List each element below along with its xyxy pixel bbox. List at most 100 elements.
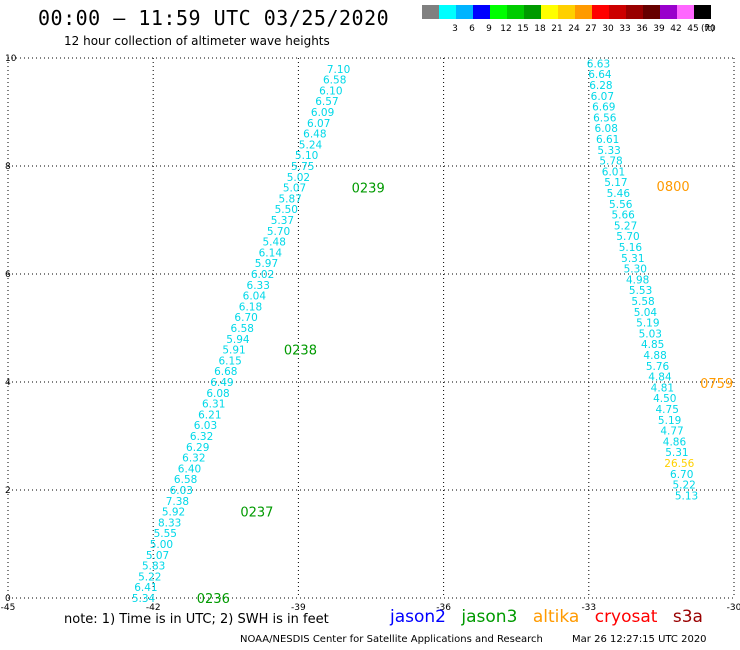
swh-data-point: 6.18	[239, 301, 262, 313]
colorbar-swatch	[473, 5, 490, 19]
swh-data-point: 5.27	[614, 220, 637, 232]
colorbar-label: 12	[500, 24, 511, 34]
legend-cryosat: cryosat	[594, 607, 658, 627]
colorbar-label: 15	[517, 24, 528, 34]
swh-data-point: 6.56	[593, 112, 617, 124]
colorbar-label: 9	[486, 24, 492, 34]
legend-altika: altika	[532, 607, 580, 627]
swh-data-point: 5.50	[275, 204, 298, 216]
swh-data-point: 5.94	[226, 334, 250, 346]
swh-data-point: 5.03	[639, 328, 662, 340]
swh-data-point: 4.81	[651, 382, 674, 394]
footer-credit: NOAA/NESDIS Center for Satellite Applica…	[240, 634, 543, 645]
time-marker-label: 0239	[352, 182, 385, 197]
swh-data-point: 6.15	[218, 355, 241, 367]
swh-data-point: 4.85	[641, 339, 664, 351]
legend-jason2: jason2	[390, 607, 446, 627]
colorbar-swatch	[609, 5, 626, 19]
swh-data-point: 4.88	[643, 350, 666, 362]
swh-data-point: 5.70	[616, 231, 639, 243]
colorbar-swatch	[626, 5, 643, 19]
swh-data-point: 6.28	[589, 80, 612, 92]
time-marker-label: 0238	[284, 344, 317, 359]
swh-data-point: 5.97	[255, 258, 278, 270]
x-tick-label: -45	[1, 603, 16, 613]
swh-data-point: 6.08	[206, 388, 229, 400]
x-tick-label: -30	[727, 603, 740, 613]
swh-data-point: 6.58	[174, 474, 197, 486]
swh-data-point: 5.22	[672, 480, 695, 492]
swh-data-point: 5.70	[267, 226, 290, 238]
grid	[7, 57, 735, 599]
swh-data-point: 5.91	[222, 345, 245, 357]
swh-data-point: 6.32	[182, 453, 205, 465]
colorbar-swatch	[660, 5, 677, 19]
swh-data-point: 5.13	[675, 490, 698, 502]
swh-data-point: 5.48	[263, 237, 286, 249]
colorbar-swatch	[643, 5, 660, 19]
colorbar-label: 42	[670, 24, 681, 34]
legend-jason3: jason3	[461, 607, 518, 627]
swh-data-point: 5.34	[132, 593, 156, 605]
swh-data-point: 4.77	[660, 426, 683, 438]
swh-data-point: 5.92	[162, 507, 185, 519]
colorbar-swatch	[592, 5, 609, 19]
swh-data-point: 5.75	[291, 161, 314, 173]
colorbar-label: 30	[602, 24, 614, 34]
colorbar-label: 70	[704, 24, 716, 34]
swh-data-point: 6.68	[214, 366, 237, 378]
time-marker-label: 0800	[657, 180, 690, 195]
swh-data-point: 5.22	[138, 571, 161, 583]
colorbar-swatch	[541, 5, 558, 19]
swh-data-point: 6.49	[210, 377, 233, 389]
y-tick-label: 2	[5, 486, 11, 496]
swh-data-point: 5.19	[658, 415, 681, 427]
swh-data-point: 6.57	[315, 96, 338, 108]
swh-data-point: 5.33	[597, 145, 620, 157]
y-tick-label: 4	[5, 378, 11, 388]
swh-data-point: 4.86	[663, 436, 687, 448]
time-marker-label: 0759	[700, 377, 733, 392]
swh-data-point: 6.58	[323, 75, 346, 87]
time-marker-label: 0236	[197, 592, 230, 607]
swh-data-point: 4.75	[656, 404, 679, 416]
swh-data-point: 6.21	[198, 409, 221, 421]
swh-data-point: 5.00	[150, 539, 173, 551]
swh-data-point: 4.98	[626, 274, 649, 286]
colorbar-swatch	[456, 5, 473, 19]
colorbar-label: 3	[452, 24, 458, 34]
track-altika: 6.636.646.286.076.696.566.086.615.335.78…	[587, 58, 733, 502]
swh-data-point: 4.84	[648, 372, 672, 384]
swh-data-point: 6.32	[190, 431, 213, 443]
swh-data-point: 6.08	[595, 123, 618, 135]
swh-data-point: 6.69	[592, 102, 615, 114]
swh-data-point: 6.07	[591, 91, 614, 103]
footer-timestamp: Mar 26 12:27:15 UTC 2020	[572, 634, 707, 645]
swh-data-point: 6.29	[186, 442, 209, 454]
swh-data-point: 5.17	[604, 177, 627, 189]
colorbar-label: 45	[687, 24, 698, 34]
swh-data-point: 6.02	[251, 269, 274, 281]
colorbar-label: 6	[469, 24, 475, 34]
swh-data-point: 6.03	[170, 485, 193, 497]
swh-data-point: 6.41	[134, 582, 157, 594]
swh-data-point: 8.33	[158, 517, 181, 529]
swh-data-point: 5.37	[271, 215, 294, 227]
swh-data-point: 7.10	[327, 64, 350, 76]
swh-data-point: 5.66	[611, 210, 635, 222]
chart-title: 00:00 – 11:59 UTC 03/25/2020	[38, 6, 390, 30]
colorbar-label: 18	[534, 24, 546, 34]
x-tick-label: -42	[146, 603, 161, 613]
swh-data-point: 6.70	[234, 312, 257, 324]
swh-data-point: 6.01	[602, 166, 625, 178]
colorbar-label: 21	[551, 24, 562, 34]
swh-data-point: 5.07	[146, 550, 169, 562]
x-tick-label: -36	[436, 603, 451, 613]
swh-data-point: 5.24	[299, 139, 323, 151]
swh-data-point: 5.04	[634, 307, 658, 319]
colorbar-swatch	[422, 5, 439, 19]
legend-s3a: s3a	[672, 607, 703, 627]
swh-data-point: 5.58	[631, 296, 654, 308]
colorbar-label: 39	[653, 24, 665, 34]
